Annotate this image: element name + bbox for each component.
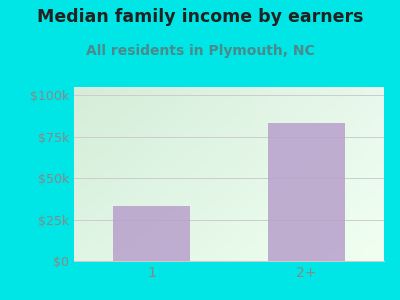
Bar [113,206,190,261]
Bar [268,124,345,261]
Text: All residents in Plymouth, NC: All residents in Plymouth, NC [86,44,314,58]
Text: Median family income by earners: Median family income by earners [37,8,363,26]
